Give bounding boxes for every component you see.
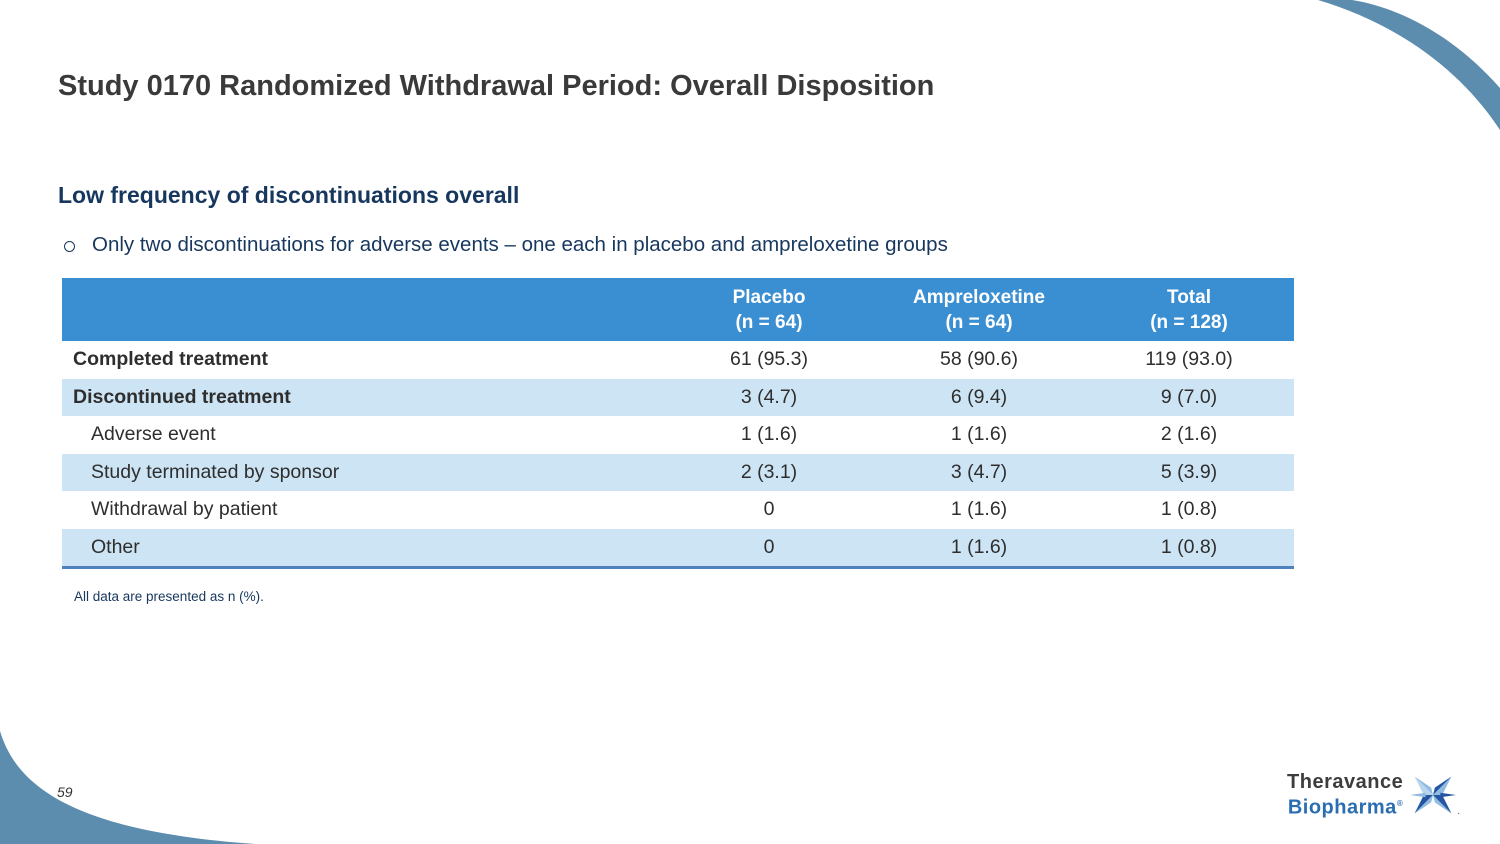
row-value: 6 (9.4)	[950, 385, 1008, 408]
header-sublabel: (n = 64)	[735, 311, 803, 333]
header-label: Total	[1167, 286, 1211, 308]
row-value: 1 (1.6)	[950, 423, 1008, 445]
row-label: Adverse event	[91, 423, 216, 445]
header-sublabel: (n = 64)	[945, 311, 1013, 333]
theravance-biopharma-logo: Theravance Biopharma® .	[1287, 772, 1460, 819]
row-label: Discontinued treatment	[73, 385, 291, 408]
row-label: Study terminated by sponsor	[91, 460, 340, 483]
table-row: Withdrawal by patient 0 1 (1.6) 1 (0.8)	[62, 491, 1294, 529]
row-value: 9 (7.0)	[1160, 385, 1218, 408]
bullet-item: Only two discontinuations for adverse ev…	[64, 233, 1314, 257]
disposition-table: Placebo (n = 64) Ampreloxetine (n = 64) …	[62, 278, 1294, 569]
table-row: Completed treatment 61 (95.3) 58 (90.6) 119…	[62, 341, 1294, 379]
compass-star-icon	[1410, 776, 1457, 814]
bullet-text: Only two discontinuations for adverse ev…	[92, 233, 948, 256]
logo-wordmark: Theravance Biopharma®	[1287, 772, 1403, 819]
table-row: Study terminated by sponsor 2 (3.1) 3 (4.7…	[62, 453, 1294, 491]
header-cell-empty	[62, 278, 664, 341]
table-body: Completed treatment 61 (95.3) 58 (90.6) 119…	[62, 341, 1294, 566]
logo-trailing-dot: .	[1457, 805, 1460, 817]
row-value: 1 (1.6)	[740, 423, 798, 445]
table-row: Discontinued treatment 3 (4.7) 6 (9.4) 9 (7…	[62, 378, 1294, 416]
row-value: 0	[763, 498, 775, 520]
row-value: 3 (4.7)	[740, 385, 798, 408]
header-label: Placebo	[732, 286, 806, 308]
registered-mark: ®	[1396, 799, 1404, 808]
table-header-row: Placebo (n = 64) Ampreloxetine (n = 64) …	[62, 278, 1294, 341]
row-value: 0	[763, 535, 775, 558]
row-value: 5 (3.9)	[1160, 460, 1218, 483]
row-value: 3 (4.7)	[950, 460, 1008, 483]
top-right-swoosh-shape	[1318, 0, 1500, 130]
bottom-left-swoosh-shape	[0, 731, 255, 844]
header-cell-placebo: Placebo (n = 64)	[664, 278, 874, 341]
logo-biopharma-text: Biopharma®	[1287, 796, 1404, 819]
row-value: 1 (0.8)	[1160, 535, 1218, 558]
row-label: Other	[91, 535, 140, 558]
slide-subtitle: Low frequency of discontinuations overal…	[58, 182, 520, 208]
logo-theravance-text: Theravance	[1287, 771, 1404, 793]
bullet-circle-icon	[64, 240, 75, 252]
row-value: 58 (90.6)	[939, 348, 1019, 370]
table-row: Adverse event 1 (1.6) 1 (1.6) 2 (1.6)	[62, 416, 1294, 454]
row-value: 2 (3.1)	[740, 460, 798, 483]
row-value: 61 (95.3)	[729, 348, 809, 370]
row-value: 1 (1.6)	[950, 498, 1008, 520]
header-sublabel: (n = 128)	[1150, 311, 1228, 333]
row-label: Withdrawal by patient	[91, 498, 278, 520]
slide-title: Study 0170 Randomized Withdrawal Period:…	[58, 70, 935, 102]
row-label: Completed treatment	[73, 348, 269, 370]
header-cell-total: Total (n = 128)	[1084, 278, 1294, 341]
header-cell-ampreloxetine: Ampreloxetine (n = 64)	[874, 278, 1084, 341]
header-label: Ampreloxetine	[913, 286, 1045, 308]
row-value: 2 (1.6)	[1160, 423, 1218, 445]
row-value: 1 (0.8)	[1160, 498, 1218, 520]
page-number: 59	[57, 784, 73, 800]
table-row: Other 0 1 (1.6) 1 (0.8)	[62, 528, 1294, 566]
row-value: 1 (1.6)	[950, 535, 1008, 558]
row-value: 119 (93.0)	[1145, 348, 1233, 370]
table-footnote: All data are presented as n (%).	[74, 589, 264, 604]
